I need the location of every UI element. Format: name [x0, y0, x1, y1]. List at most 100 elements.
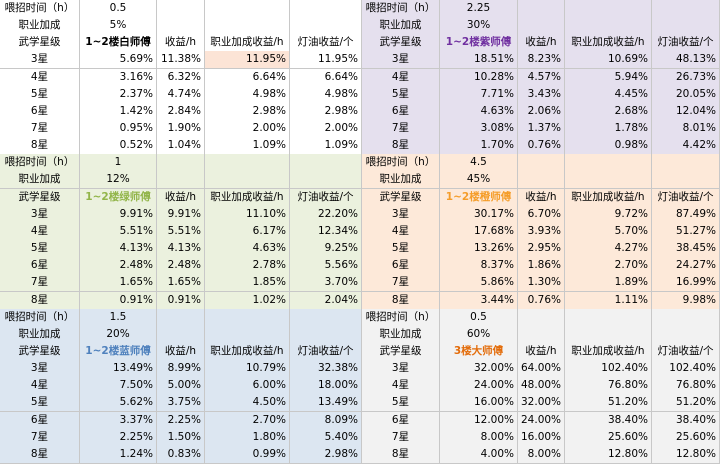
column-header: 灯油收益/个	[652, 34, 720, 53]
data-cell: 25.60%	[652, 428, 720, 447]
data-cell: 13.26%	[440, 240, 518, 259]
column-header: 灯油收益/个	[290, 342, 362, 361]
data-cell: 1.24%	[80, 445, 157, 464]
data-cell: 8.09%	[290, 411, 362, 430]
data-cell: 38.40%	[652, 411, 720, 430]
data-cell: 6.70%	[518, 205, 565, 224]
data-cell: 1.89%	[565, 274, 652, 293]
data-cell: 30.17%	[440, 205, 518, 224]
data-cell: 2.48%	[157, 257, 205, 276]
empty-cell	[518, 17, 565, 36]
data-cell: 9.98%	[652, 291, 720, 310]
data-cell: 4.27%	[565, 240, 652, 259]
empty-cell	[518, 171, 565, 190]
data-cell: 3.08%	[440, 120, 518, 139]
empty-cell	[205, 171, 290, 190]
column-header: 武学星级	[0, 342, 80, 361]
empty-cell	[652, 154, 720, 173]
data-cell: 1.78%	[565, 120, 652, 139]
data-cell: 2.04%	[290, 291, 362, 310]
data-cell: 20.05%	[652, 85, 720, 104]
empty-cell	[565, 325, 652, 344]
data-cell: 102.40%	[565, 360, 652, 379]
star-level: 7星	[0, 274, 80, 293]
data-cell: 1.65%	[157, 274, 205, 293]
data-cell: 4.13%	[80, 240, 157, 259]
star-level: 5星	[362, 240, 440, 259]
empty-cell	[157, 17, 205, 36]
data-cell: 32.00%	[518, 394, 565, 413]
data-cell: 5.40%	[290, 428, 362, 447]
data-cell: 17.68%	[440, 222, 518, 241]
data-cell: 1.85%	[205, 274, 290, 293]
data-cell: 3.44%	[440, 291, 518, 310]
column-header: 灯油收益/个	[652, 188, 720, 207]
data-cell: 4.98%	[205, 85, 290, 104]
data-cell: 0.91%	[80, 291, 157, 310]
data-cell: 18.00%	[290, 377, 362, 396]
empty-cell	[652, 0, 720, 18]
data-cell: 5.51%	[157, 222, 205, 241]
data-cell: 1.04%	[157, 137, 205, 156]
data-cell: 4.74%	[157, 85, 205, 104]
column-header: 武学星级	[0, 34, 80, 53]
star-level: 8星	[0, 137, 80, 156]
data-cell: 6.64%	[205, 68, 290, 87]
param-value: 1	[80, 154, 157, 173]
column-header: 职业加成收益/h	[565, 188, 652, 207]
column-header: 武学星级	[0, 188, 80, 207]
param-label: 喂招时间（h）	[0, 154, 80, 173]
data-cell: 5.70%	[565, 222, 652, 241]
param-label: 喂招时间（h）	[362, 0, 440, 18]
data-cell: 24.27%	[652, 257, 720, 276]
data-cell: 3.16%	[80, 68, 157, 87]
data-cell: 8.00%	[440, 428, 518, 447]
star-level: 3星	[0, 51, 80, 70]
empty-cell	[290, 0, 362, 18]
data-cell: 1.09%	[290, 137, 362, 156]
data-cell: 5.94%	[565, 68, 652, 87]
star-level: 5星	[0, 85, 80, 104]
column-header: 收益/h	[518, 342, 565, 361]
data-cell: 2.06%	[518, 102, 565, 121]
data-cell: 32.00%	[440, 360, 518, 379]
data-cell: 0.95%	[80, 120, 157, 139]
data-cell: 4.00%	[440, 445, 518, 464]
column-header: 3楼大师傅	[440, 342, 518, 361]
star-level: 4星	[0, 222, 80, 241]
empty-cell	[518, 0, 565, 18]
data-cell: 2.98%	[290, 445, 362, 464]
data-cell: 5.62%	[80, 394, 157, 413]
data-cell: 3.43%	[518, 85, 565, 104]
data-cell: 5.00%	[157, 377, 205, 396]
data-cell: 16.99%	[652, 274, 720, 293]
empty-cell	[565, 154, 652, 173]
star-level: 7星	[362, 274, 440, 293]
empty-cell	[652, 17, 720, 36]
param-value: 20%	[80, 325, 157, 344]
param-label: 喂招时间（h）	[362, 308, 440, 327]
star-level: 7星	[0, 428, 80, 447]
param-value: 5%	[80, 17, 157, 36]
data-cell: 13.49%	[80, 360, 157, 379]
param-value: 60%	[440, 325, 518, 344]
data-cell: 2.98%	[290, 102, 362, 121]
empty-cell	[205, 17, 290, 36]
data-cell: 4.50%	[205, 394, 290, 413]
data-cell: 76.80%	[565, 377, 652, 396]
column-header: 武学星级	[362, 34, 440, 53]
column-header: 武学星级	[362, 342, 440, 361]
data-cell: 8.01%	[652, 120, 720, 139]
data-cell: 8.23%	[518, 51, 565, 70]
data-cell: 2.95%	[518, 240, 565, 259]
star-level: 5星	[362, 394, 440, 413]
empty-cell	[518, 325, 565, 344]
empty-cell	[205, 325, 290, 344]
star-level: 4星	[362, 68, 440, 87]
empty-cell	[290, 325, 362, 344]
param-label: 喂招时间（h）	[362, 154, 440, 173]
param-value: 45%	[440, 171, 518, 190]
empty-cell	[652, 171, 720, 190]
data-cell: 2.70%	[205, 411, 290, 430]
data-cell: 1.11%	[565, 291, 652, 310]
